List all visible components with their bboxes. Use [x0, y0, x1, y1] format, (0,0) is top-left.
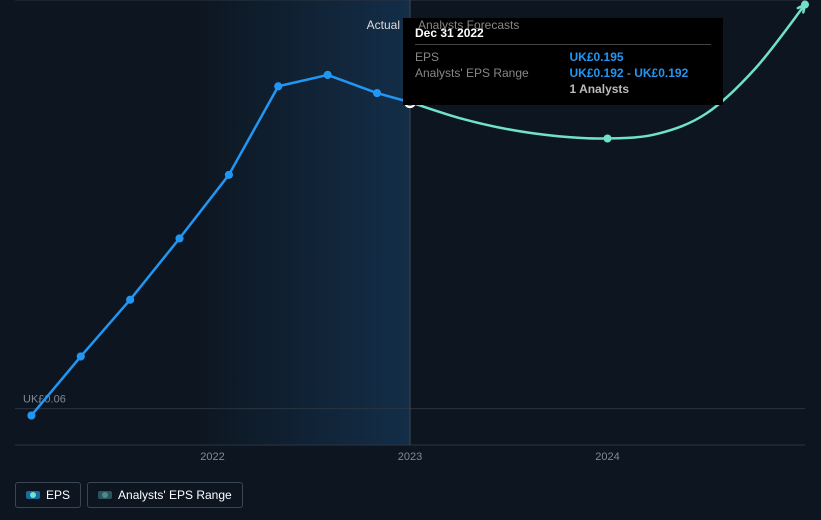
tooltip-analysts-count: 1 Analysts [570, 82, 712, 96]
tooltip-eps-value: UK£0.195 [570, 50, 624, 64]
region-label-forecast: Analysts Forecasts [418, 18, 519, 32]
legend-label: EPS [46, 488, 70, 502]
legend-swatch-icon [26, 491, 40, 499]
tooltip-range-sep: - [624, 66, 635, 80]
region-label-actual: Actual [350, 18, 400, 32]
chart-legend: EPS Analysts' EPS Range [15, 482, 243, 508]
tooltip-range-low: UK£0.192 [570, 66, 624, 80]
tooltip-range-label: Analysts' EPS Range [415, 65, 570, 97]
legend-item-eps[interactable]: EPS [15, 482, 81, 508]
legend-swatch-icon [98, 491, 112, 499]
svg-text:2024: 2024 [595, 451, 619, 463]
eps-chart: UK£0.06UK£0.24202220232024 Dec 31 2022 E… [0, 0, 821, 520]
tooltip-range-high: UK£0.192 [634, 66, 688, 80]
legend-label: Analysts' EPS Range [118, 488, 232, 502]
svg-text:2022: 2022 [200, 451, 224, 463]
tooltip-eps-label: EPS [415, 49, 570, 65]
svg-text:2023: 2023 [398, 451, 422, 463]
legend-item-range[interactable]: Analysts' EPS Range [87, 482, 243, 508]
